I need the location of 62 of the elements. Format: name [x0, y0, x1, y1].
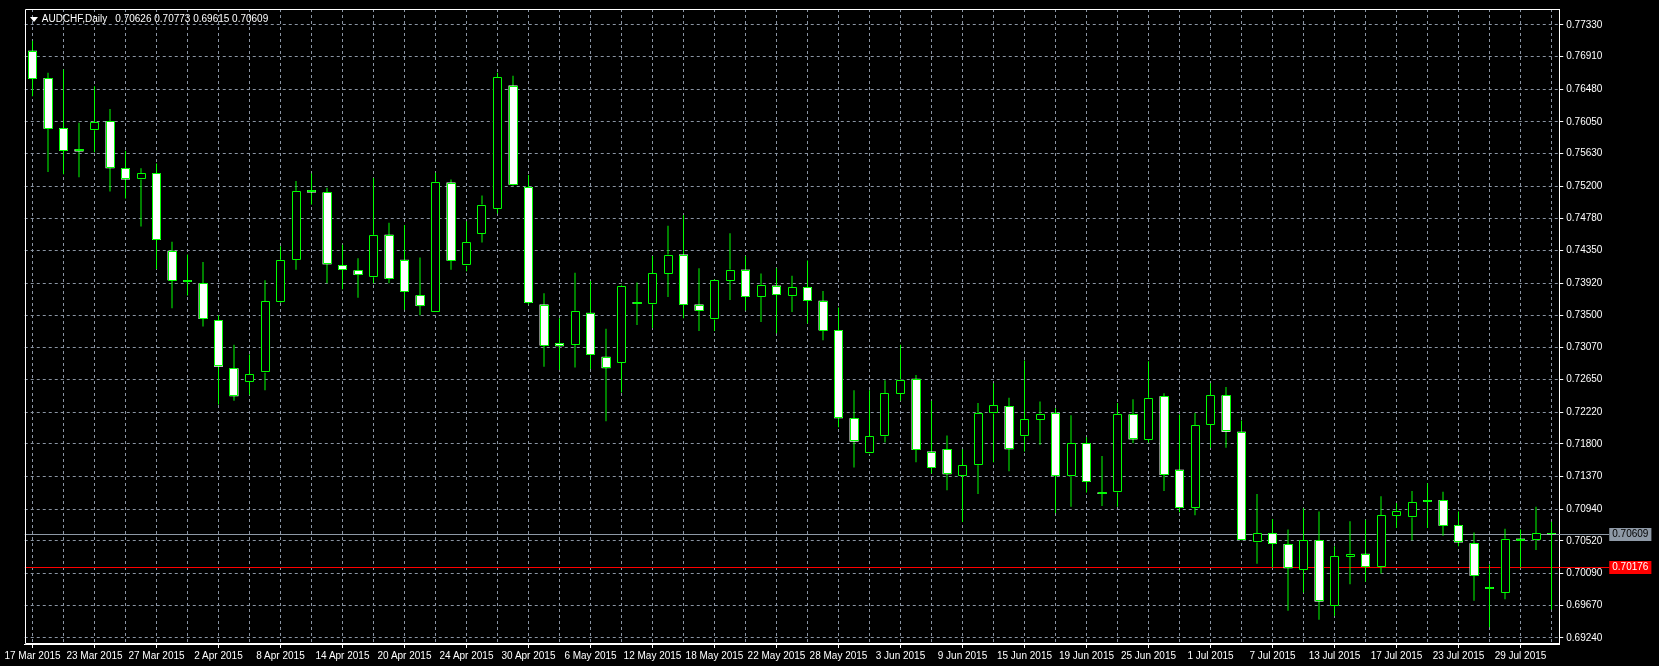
x-tick-label: 18 May 2015 [685, 649, 744, 661]
x-tick-label: 20 Apr 2015 [377, 649, 432, 661]
candlestick [307, 173, 316, 205]
y-tick-label: 0.70090 [1566, 567, 1603, 579]
y-tick-label: 0.71370 [1566, 470, 1603, 482]
candlestick [1423, 483, 1432, 529]
candlestick [694, 268, 704, 332]
y-tick-label: 0.75630 [1566, 147, 1603, 159]
x-tick-label: 17 Jul 2015 [1370, 649, 1423, 661]
x-tick-label: 23 Jul 2015 [1432, 649, 1485, 661]
x-tick-label: 2 Apr 2015 [194, 649, 244, 661]
y-tick-label: 0.72220 [1566, 405, 1603, 417]
x-tick-label: 29 Jul 2015 [1494, 649, 1547, 661]
y-tick-label: 0.74780 [1566, 211, 1603, 223]
y-tick-label: 0.72650 [1566, 373, 1603, 385]
x-tick-label: 25 Jun 2015 [1120, 649, 1177, 661]
y-tick-label: 0.73070 [1566, 341, 1603, 353]
x-tick-label: 23 Mar 2015 [66, 649, 124, 661]
x-tick-label: 17 Mar 2015 [4, 649, 62, 661]
x-tick-label: 12 May 2015 [623, 649, 682, 661]
x-tick-label: 13 Jul 2015 [1308, 649, 1361, 661]
chart-subtitle: 0.70626 0.70773 0.69615 0.70609 [115, 12, 269, 24]
x-tick-label: 15 Jun 2015 [996, 649, 1053, 661]
candlestick [1345, 521, 1355, 585]
x-tick-label: 19 Jun 2015 [1058, 649, 1115, 661]
x-tick-label: 24 Apr 2015 [439, 649, 494, 661]
ref-line-label: 0.70609 [1612, 528, 1649, 540]
y-tick-label: 0.75200 [1566, 180, 1603, 192]
candlestick [74, 122, 84, 178]
y-tick-label: 0.76910 [1566, 50, 1603, 62]
candlestick [632, 282, 642, 325]
x-tick-label: 9 Jun 2015 [937, 649, 988, 661]
y-tick-label: 0.70940 [1566, 502, 1603, 514]
candlestick [1097, 456, 1107, 507]
x-tick-label: 8 Apr 2015 [256, 649, 306, 661]
y-tick-label: 0.77330 [1566, 18, 1603, 30]
y-tick-label: 0.73500 [1566, 308, 1603, 320]
y-tick-label: 0.71800 [1566, 437, 1603, 449]
y-tick-label: 0.76050 [1566, 115, 1603, 127]
candlestick [1516, 529, 1525, 568]
x-tick-label: 27 Mar 2015 [128, 649, 186, 661]
y-tick-label: 0.70520 [1566, 534, 1603, 546]
x-tick-label: 28 May 2015 [809, 649, 868, 661]
chart-title: AUDCHF,Daily [41, 12, 108, 24]
x-tick-label: 7 Jul 2015 [1249, 649, 1297, 661]
x-tick-label: 6 May 2015 [564, 649, 618, 661]
candlestick [183, 254, 192, 296]
ref-line-label: 0.70176 [1612, 561, 1649, 573]
candlestick [353, 258, 363, 298]
x-tick-label: 30 Apr 2015 [501, 649, 556, 661]
y-tick-label: 0.69240 [1566, 631, 1603, 643]
candlestick [1485, 564, 1494, 628]
x-tick-label: 3 Jun 2015 [875, 649, 926, 661]
y-tick-label: 0.73920 [1566, 277, 1603, 289]
x-tick-label: 14 Apr 2015 [315, 649, 370, 661]
y-tick-label: 0.76480 [1566, 83, 1603, 95]
x-tick-label: 22 May 2015 [747, 649, 806, 661]
x-tick-label: 1 Jul 2015 [1187, 649, 1235, 661]
candlestick [555, 318, 564, 370]
y-tick-label: 0.74350 [1566, 244, 1603, 256]
y-tick-label: 0.69670 [1566, 599, 1603, 611]
candlestick [136, 168, 146, 227]
